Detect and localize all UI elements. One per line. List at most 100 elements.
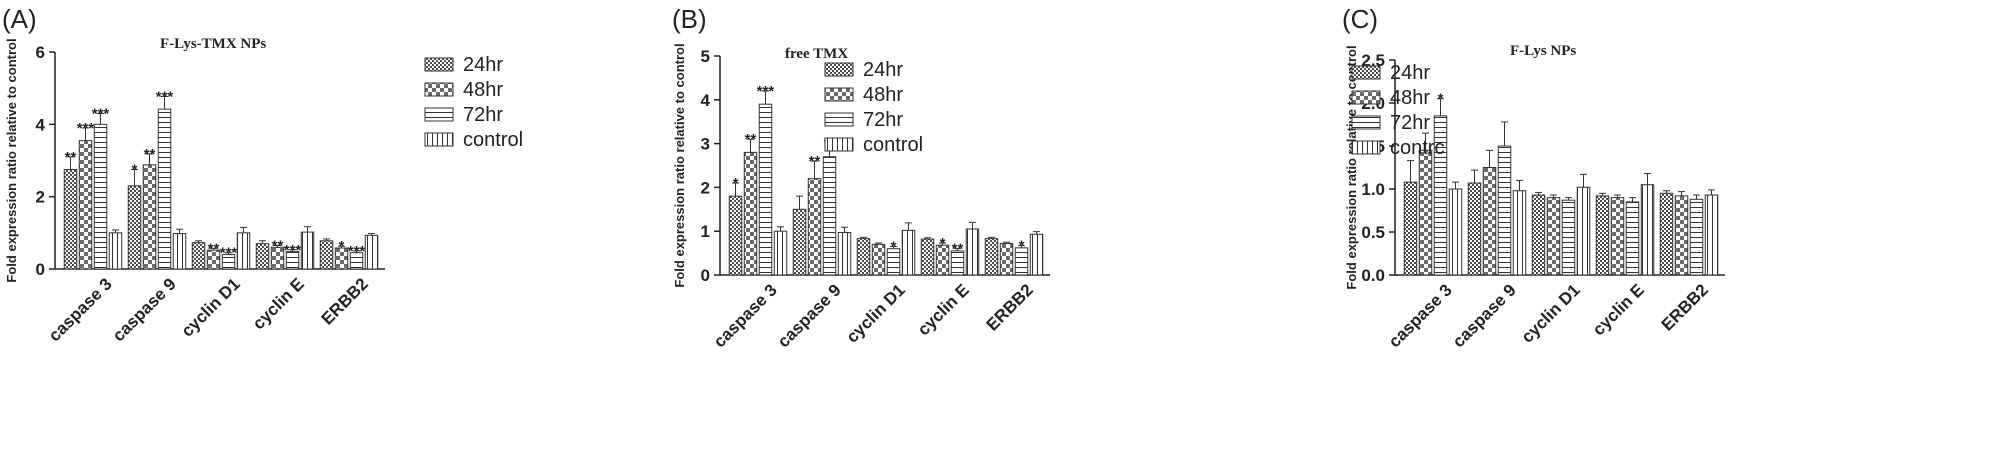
y-tick-label: 0: [36, 260, 45, 279]
bar: [1704, 194, 1719, 276]
legend-swatch: [824, 62, 854, 77]
panel-label: (B): [672, 4, 707, 34]
legend-swatch: [824, 137, 854, 152]
bar: [1595, 195, 1610, 276]
x-tick-label: caspase 3: [1385, 280, 1456, 351]
bar: [142, 164, 157, 270]
bar: [792, 208, 807, 276]
y-tick-label: 2: [701, 178, 710, 197]
bar: [1448, 188, 1463, 276]
legend-swatch: [1351, 115, 1381, 130]
bar: [364, 234, 379, 270]
bar: [236, 232, 251, 270]
bar: [1659, 192, 1674, 276]
y-tick-label: 4: [36, 115, 46, 134]
bar: [1576, 186, 1591, 276]
legend-label: contrc: [1390, 137, 1444, 159]
y-axis-label: Fold expression ratio relative to contro…: [4, 38, 19, 282]
panel-a: (A) F-Lys-TMX NPs Fold expression ratio re…: [0, 0, 660, 469]
x-tick-label: caspase 3: [45, 274, 116, 345]
chart-title: free TMX: [785, 46, 848, 62]
bar: [1512, 190, 1527, 276]
bar: [93, 123, 108, 270]
y-tick-label: 1: [701, 222, 710, 241]
x-tick-label: cyclin E: [249, 274, 308, 333]
bar: [728, 195, 743, 276]
panel-label: (A): [2, 4, 37, 34]
significance-label: **: [144, 146, 156, 163]
legend-swatch: [1351, 90, 1381, 105]
y-axis-label: Fold expression ratio relative to contro…: [672, 43, 687, 287]
x-tick-label: cyclin D1: [1518, 280, 1584, 346]
x-tick-label: cyclin D1: [178, 274, 244, 340]
significance-label: **: [809, 153, 821, 170]
bar: [1482, 167, 1497, 276]
significance-label: **: [65, 149, 77, 166]
chart-panel-b: (B) free TMX Fold expression ratio relativ…: [672, 4, 1050, 351]
y-tick-label: 0.5: [1361, 223, 1385, 242]
y-tick-label: 3: [701, 135, 710, 154]
bar: [984, 238, 999, 276]
bar: [1689, 198, 1704, 276]
legend-label: 48hr: [863, 84, 903, 106]
bar: [1403, 181, 1418, 276]
bar: [172, 233, 187, 270]
significance-label: **: [208, 240, 220, 257]
bar: [999, 242, 1014, 276]
x-tick-label: caspase 9: [774, 280, 845, 351]
significance-label: ***: [220, 245, 238, 262]
legend-label: 72hr: [863, 109, 903, 131]
bar: [1674, 195, 1689, 276]
bar: [871, 243, 886, 276]
x-tick-label: caspase 9: [109, 274, 180, 345]
significance-label: *: [891, 239, 897, 256]
bar: [78, 140, 93, 270]
x-tick-label: ERBB2: [318, 274, 372, 328]
x-tick-label: ERBB2: [983, 280, 1037, 334]
bar: [901, 229, 916, 276]
bar: [108, 232, 123, 270]
bar: [300, 231, 315, 270]
bar: [965, 228, 980, 276]
bar: [1467, 182, 1482, 276]
legend-swatch: [424, 132, 454, 147]
y-tick-label: 6: [36, 43, 45, 62]
bar: [856, 238, 871, 276]
bar: [1497, 145, 1512, 276]
bar: [191, 242, 206, 270]
bar: [773, 230, 788, 276]
legend-swatch: [424, 57, 454, 72]
bar: [1418, 149, 1433, 276]
bar: [743, 151, 758, 276]
x-tick-label: cyclin E: [914, 280, 973, 339]
y-tick-label: 2.5: [1361, 51, 1385, 70]
significance-label: *: [339, 238, 345, 255]
bar: [837, 232, 852, 276]
bar: [1531, 194, 1546, 276]
bar: [319, 240, 334, 270]
legend-label: 24hr: [1390, 62, 1430, 84]
bar: [822, 156, 837, 276]
bar: [127, 185, 142, 270]
x-tick-label: cyclin D1: [843, 280, 909, 346]
bar: [1640, 184, 1655, 276]
significance-label: **: [745, 131, 757, 148]
y-tick-label: 0: [701, 266, 710, 285]
significance-label: ***: [757, 83, 775, 100]
bar: [255, 243, 270, 270]
legend-swatch: [424, 82, 454, 97]
x-tick-label: ERBB2: [1658, 280, 1712, 334]
bar: [920, 238, 935, 276]
panel-b: (B) free TMX Fold expression ratio relativ…: [670, 0, 1330, 469]
panel-c: (C) F-Lys NPs Fold expression ratio relati…: [1340, 0, 2000, 469]
x-tick-label: cyclin E: [1589, 280, 1648, 339]
significance-label: **: [952, 241, 964, 258]
bar: [1561, 199, 1576, 276]
legend-label: 48hr: [1390, 87, 1430, 109]
chart-panel-c: (C) F-Lys NPs Fold expression ratio relati…: [1342, 4, 1725, 351]
legend-swatch: [424, 107, 454, 122]
panel-label: (C): [1342, 4, 1378, 34]
bar: [157, 108, 172, 270]
legend-swatch: [1351, 65, 1381, 80]
y-tick-label: 5: [701, 47, 710, 66]
